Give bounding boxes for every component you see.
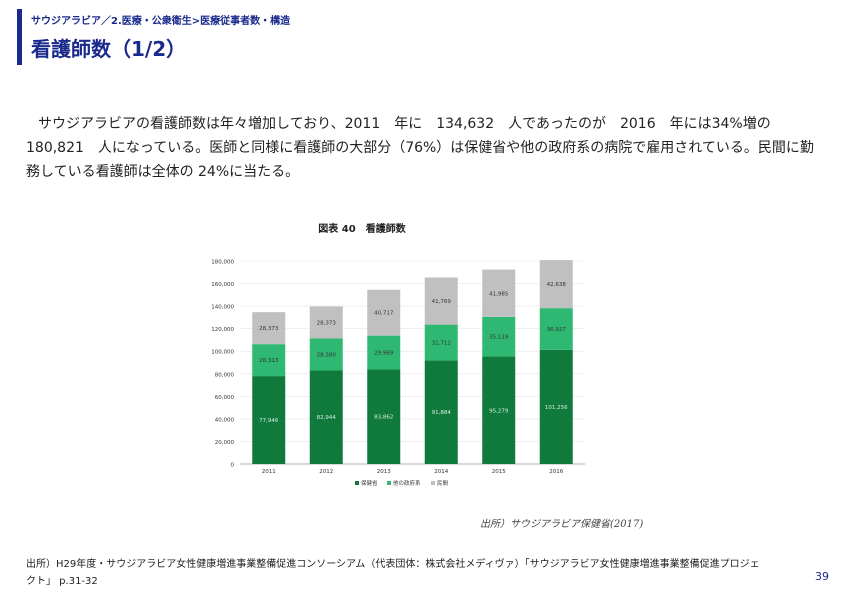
legend-label: 他の政府系 <box>393 479 421 487</box>
bar-value-label: 83,862 <box>374 415 393 421</box>
bar-value-label: 35,119 <box>489 335 509 341</box>
bar-segment <box>482 356 516 464</box>
y-tick-label: 160,000 <box>211 282 234 288</box>
bar-value-label: 36,927 <box>547 327 567 333</box>
y-tick-label: 140,000 <box>211 305 234 311</box>
bar-value-label: 42,638 <box>547 282 567 288</box>
page-number: 39 <box>815 570 829 583</box>
bar-segment <box>252 312 286 345</box>
x-tick-label: 2014 <box>434 469 448 475</box>
bar-value-label: 28,373 <box>317 320 337 326</box>
y-tick-label: 100,000 <box>211 350 234 356</box>
bar-segment <box>367 289 401 336</box>
y-tick-label: 40,000 <box>215 417 235 423</box>
bar-value-label: 95,279 <box>489 408 509 414</box>
bar-value-label: 101,256 <box>545 405 568 411</box>
bar-value-label: 82,944 <box>317 415 337 421</box>
bar-segment <box>309 306 343 339</box>
bar-segment <box>252 344 286 377</box>
x-tick-label: 2015 <box>492 469 506 475</box>
bar-value-label: 41,985 <box>489 291 509 297</box>
bar-segment <box>309 370 343 464</box>
bar-value-label: 77,946 <box>259 418 279 424</box>
y-tick-label: 120,000 <box>211 327 234 333</box>
x-tick-label: 2013 <box>377 469 391 475</box>
bar-segment <box>482 269 516 317</box>
bar-segment <box>367 335 401 370</box>
x-tick-label: 2016 <box>549 469 563 475</box>
y-tick-label: 180,000 <box>211 260 234 266</box>
bar-segment <box>539 260 573 309</box>
legend-label: 民間 <box>437 480 449 487</box>
x-tick-label: 2011 <box>262 469 276 475</box>
y-tick-label: 80,000 <box>215 372 235 378</box>
y-tick-label: 0 <box>231 463 235 469</box>
bar-value-label: 28,380 <box>317 352 337 358</box>
bar-value-label: 28,373 <box>259 326 279 332</box>
bar-segment <box>424 277 458 325</box>
chart-source: 出所）サウジアラビア保健省(2017) <box>480 519 644 530</box>
legend-swatch <box>387 481 391 485</box>
bar-segment <box>252 376 286 464</box>
bar-segment <box>424 360 458 464</box>
bar-value-label: 28,313 <box>259 358 279 364</box>
bar-segment <box>482 316 516 357</box>
chart-title: 図表 40 看護師数 <box>318 222 406 235</box>
footer-source: 出所）H29年度・サウジアラビア女性健康増進事業整備促進コンソーシアム（代表団体… <box>26 559 760 587</box>
bar-segment <box>539 349 573 464</box>
bar-segment <box>309 338 343 371</box>
bar-segment <box>367 369 401 464</box>
x-tick-label: 2012 <box>319 469 333 475</box>
bar-value-label: 41,769 <box>432 299 452 305</box>
title-accent-bar <box>17 9 22 65</box>
bar-segment <box>539 308 573 350</box>
nurse-count-chart: 図表 40 看護師数 0 20,000 40,000 60,000 80,000 100,… <box>211 222 585 487</box>
legend-swatch <box>355 481 359 485</box>
bar-value-label: 29,969 <box>374 351 394 357</box>
bar-value-label: 40,717 <box>374 311 394 317</box>
legend-swatch <box>431 481 435 485</box>
page-title: 看護師数（1/2） <box>31 37 187 61</box>
bar-value-label: 31,712 <box>432 340 451 346</box>
legend-label: 保健省 <box>361 479 378 487</box>
bar-value-label: 91,884 <box>432 410 452 416</box>
body-paragraph: サウジアラビアの看護師数は年々増加しており、2011 年に 134,632 人で… <box>26 116 814 180</box>
bar-segment <box>424 324 458 361</box>
breadcrumb: サウジアラビア／2.医療・公衆衛生>医療従事者数・構造 <box>31 16 291 27</box>
y-tick-label: 60,000 <box>215 395 235 401</box>
y-tick-label: 20,000 <box>215 440 235 446</box>
